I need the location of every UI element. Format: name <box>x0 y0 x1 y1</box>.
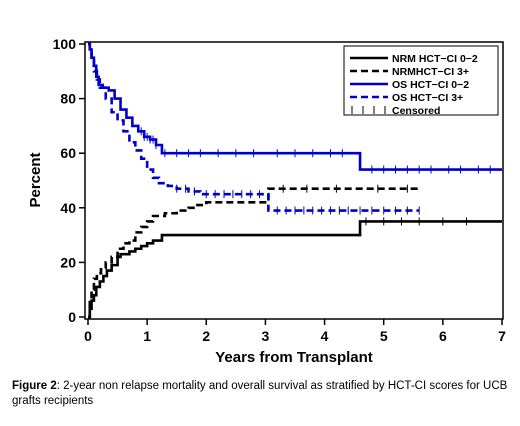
legend-label: OS HCT−CI 3+ <box>392 92 463 104</box>
y-axis-ticks: 0 20 40 60 80 100 <box>53 36 85 325</box>
series-line-1 <box>88 187 420 319</box>
y-tick-label: 100 <box>53 36 77 52</box>
x-tick-label: 7 <box>498 328 506 344</box>
caption-text: : 2-year non relapse mortality and overa… <box>12 380 508 407</box>
x-tick-label: 3 <box>262 328 270 344</box>
y-tick-label: 0 <box>68 309 76 325</box>
x-tick-label: 2 <box>202 328 210 344</box>
legend-label: NRM HCT−CI 0−2 <box>392 53 478 65</box>
x-axis-title: Years from Transplant <box>215 349 373 366</box>
legend-label: OS HCT−CI 0−2 <box>392 79 469 91</box>
y-tick-label: 80 <box>60 91 76 107</box>
x-axis-ticks: 0 1 2 3 4 5 6 7 <box>84 319 506 344</box>
series-line-0 <box>88 220 502 319</box>
plot-area <box>88 42 502 319</box>
y-tick-label: 20 <box>60 254 76 270</box>
legend-label: NRMHCT−CI 3+ <box>392 66 469 78</box>
x-tick-label: 0 <box>84 328 92 344</box>
caption-label: Figure 2 <box>12 380 57 392</box>
y-tick-label: 40 <box>60 200 76 216</box>
survival-chart: 0 1 2 3 4 5 6 7 0 20 40 60 80 100 Years from Transpl… <box>27 36 506 366</box>
y-tick-label: 60 <box>60 145 76 161</box>
x-tick-label: 1 <box>143 328 151 344</box>
x-tick-label: 5 <box>380 328 388 344</box>
figure-caption: Figure 2: 2-year non relapse mortality a… <box>12 379 508 409</box>
y-axis-title: Percent <box>27 152 44 207</box>
series-line-3 <box>88 42 420 212</box>
legend-label: Censored <box>392 105 440 117</box>
x-tick-label: 4 <box>321 328 329 344</box>
x-tick-label: 6 <box>439 328 447 344</box>
chart-svg: 0 1 2 3 4 5 6 7 0 20 40 60 80 100 Years from Transpl… <box>27 36 506 366</box>
